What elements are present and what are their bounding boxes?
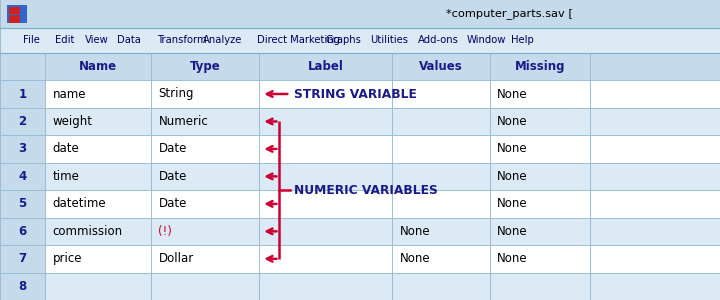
Bar — [0, 163, 720, 190]
Bar — [0, 28, 720, 53]
Text: datetime: datetime — [53, 197, 106, 210]
Text: Utilities: Utilities — [370, 35, 408, 45]
Text: Name: Name — [79, 60, 117, 73]
Text: Graphs: Graphs — [325, 35, 361, 45]
Text: None: None — [497, 252, 528, 265]
Text: Date: Date — [158, 197, 186, 210]
Text: Analyze: Analyze — [203, 35, 243, 45]
Text: (!): (!) — [158, 225, 172, 238]
Bar — [9, 7, 19, 14]
Bar — [0, 53, 720, 80]
Text: Missing: Missing — [515, 60, 565, 73]
Text: price: price — [53, 252, 82, 265]
Text: Help: Help — [511, 35, 534, 45]
Text: commission: commission — [53, 225, 122, 238]
Text: 1: 1 — [19, 88, 27, 100]
Text: 4: 4 — [19, 170, 27, 183]
Bar — [0, 80, 45, 108]
Text: date: date — [53, 142, 79, 155]
Text: Window: Window — [467, 35, 506, 45]
Text: None: None — [497, 88, 528, 100]
Text: None: None — [497, 170, 528, 183]
Bar — [0, 190, 45, 217]
Text: NUMERIC VARIABLES: NUMERIC VARIABLES — [294, 184, 438, 196]
Bar — [0, 80, 720, 108]
Text: Label: Label — [308, 60, 343, 73]
Text: String: String — [158, 88, 194, 100]
Bar — [0, 163, 45, 190]
Text: None: None — [497, 115, 528, 128]
Text: 6: 6 — [19, 225, 27, 238]
Text: weight: weight — [53, 115, 93, 128]
Text: Dollar: Dollar — [158, 252, 194, 265]
Bar — [0, 0, 720, 28]
Bar — [0, 190, 720, 217]
Bar — [9, 15, 19, 23]
Bar — [7, 5, 27, 23]
Text: Type: Type — [190, 60, 220, 73]
Text: 2: 2 — [19, 115, 27, 128]
Bar — [0, 218, 45, 245]
Text: 7: 7 — [19, 252, 27, 265]
Text: None: None — [497, 142, 528, 155]
Text: View: View — [85, 35, 109, 45]
Text: Numeric: Numeric — [158, 115, 208, 128]
Text: 8: 8 — [19, 280, 27, 293]
Text: 3: 3 — [19, 142, 27, 155]
Bar — [0, 245, 720, 272]
Text: STRING VARIABLE: STRING VARIABLE — [294, 88, 417, 100]
Text: Direct Marketing: Direct Marketing — [257, 35, 340, 45]
Text: Values: Values — [419, 60, 463, 73]
Text: Add-ons: Add-ons — [418, 35, 459, 45]
Bar — [0, 135, 720, 163]
Text: Date: Date — [158, 142, 186, 155]
Text: Edit: Edit — [55, 35, 74, 45]
Bar — [0, 245, 45, 272]
Text: File: File — [23, 35, 40, 45]
Text: None: None — [400, 225, 431, 238]
Text: Data: Data — [117, 35, 140, 45]
Bar — [0, 135, 45, 163]
Text: time: time — [53, 170, 79, 183]
Bar — [0, 108, 45, 135]
Text: Date: Date — [158, 170, 186, 183]
Text: name: name — [53, 88, 86, 100]
Text: None: None — [497, 225, 528, 238]
Text: *computer_parts.sav [: *computer_parts.sav [ — [446, 8, 573, 19]
Bar — [0, 108, 720, 135]
Text: 5: 5 — [19, 197, 27, 210]
Bar — [0, 272, 45, 300]
Text: None: None — [400, 252, 431, 265]
Bar — [0, 272, 720, 300]
Bar — [0, 218, 720, 245]
Text: Transform: Transform — [157, 35, 207, 45]
Text: None: None — [497, 197, 528, 210]
